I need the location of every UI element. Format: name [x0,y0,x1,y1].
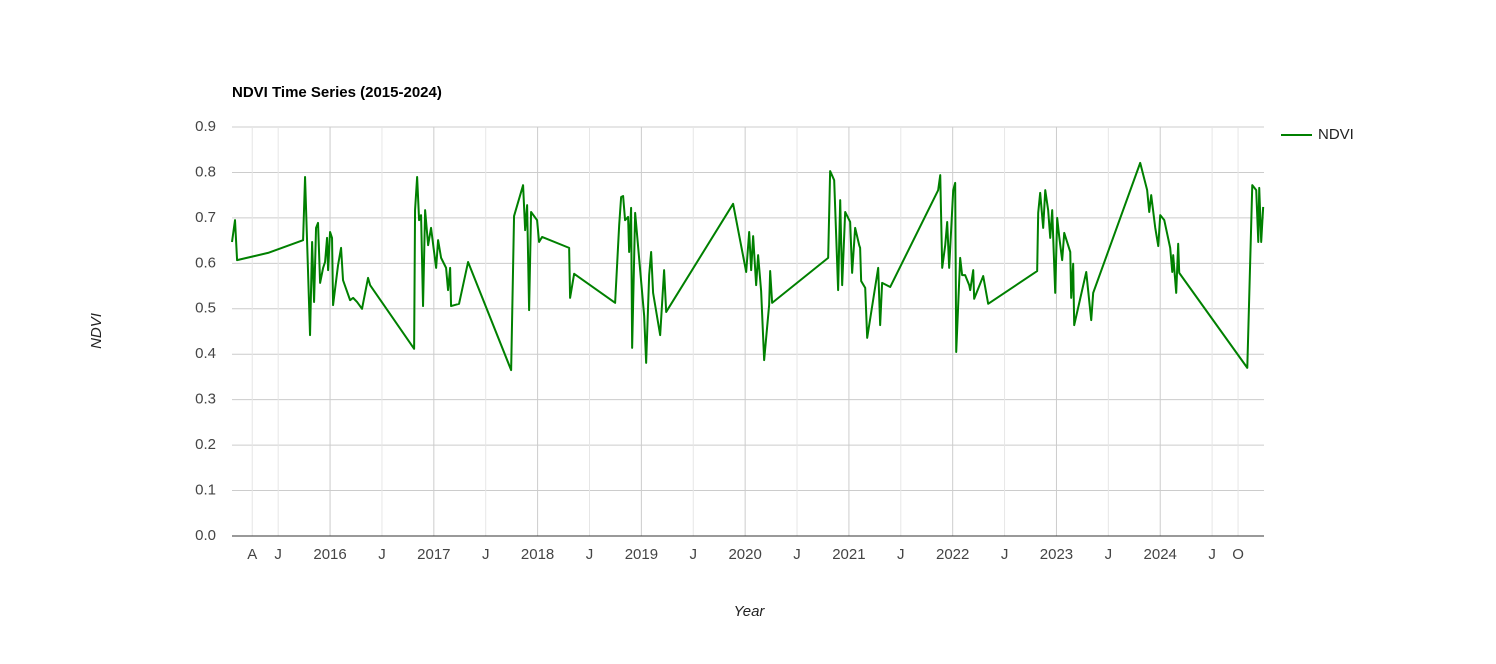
x-tick-label: J [274,546,282,563]
y-tick-label: 0.8 [195,163,216,180]
y-tick-label: 0.5 [195,300,216,317]
x-tick-label: J [690,546,698,563]
x-tick-label: 2017 [417,546,450,563]
y-tick-label: 0.4 [195,345,216,362]
y-tick-label: 0.9 [195,118,216,135]
x-tick-label: 2022 [936,546,969,563]
x-tick-label: 2016 [313,546,346,563]
legend-label: NDVI [1318,126,1354,143]
y-tick-label: 0.3 [195,391,216,408]
y-axis-title: NDVI [88,313,105,349]
chart-title: NDVI Time Series (2015-2024) [232,84,442,101]
x-tick-label: 2018 [521,546,554,563]
x-tick-label: O [1232,546,1244,563]
x-tick-label: 2019 [625,546,658,563]
x-tick-label: J [1208,546,1216,563]
x-tick-label: J [897,546,905,563]
y-tick-label: 0.0 [195,527,216,544]
y-tick-label: 0.1 [195,482,216,499]
y-tick-label: 0.7 [195,209,216,226]
x-tick-label: J [378,546,386,563]
x-tick-label: J [482,546,490,563]
x-tick-label: 2020 [728,546,761,563]
data-line [231,161,1265,372]
x-tick-label: A [247,546,257,563]
x-tick-label: 2021 [832,546,865,563]
y-tick-label: 0.6 [195,254,216,271]
x-axis-title: Year [734,603,766,620]
x-tick-label: 2023 [1040,546,1073,563]
x-tick-label: J [1001,546,1009,563]
x-tick-label: 2024 [1144,546,1177,563]
y-tick-label: 0.2 [195,436,216,453]
x-tick-label: J [793,546,801,563]
x-tick-label: J [586,546,594,563]
x-tick-label: J [1105,546,1113,563]
